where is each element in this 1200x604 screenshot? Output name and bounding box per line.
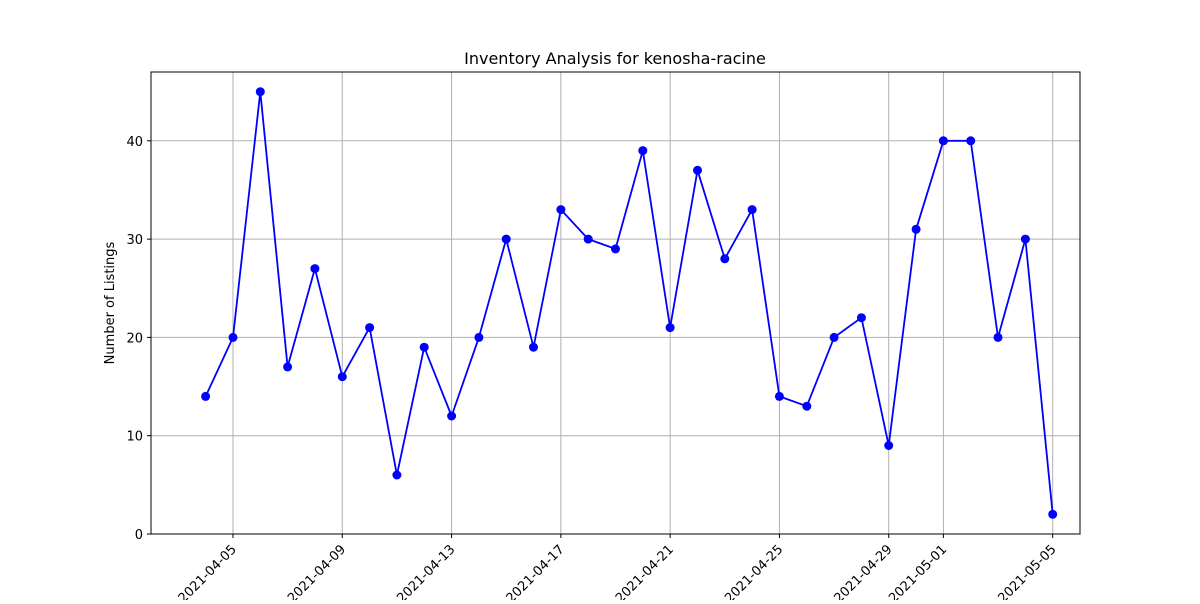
data-point [638, 146, 648, 156]
data-point [447, 411, 457, 421]
data-point [774, 391, 784, 401]
x-tick-label: 2021-04-17 [504, 542, 568, 600]
data-point [966, 136, 976, 146]
x-tick-label: 2021-05-05 [995, 542, 1059, 600]
x-tick-label: 2021-04-13 [394, 542, 458, 600]
series-listings [201, 87, 1058, 519]
y-tick-label: 10 [126, 430, 143, 445]
y-tick-label: 30 [126, 233, 143, 248]
data-point [228, 332, 238, 342]
plot-area-frame [150, 71, 1081, 535]
data-point [856, 313, 866, 323]
x-tick-label: 2021-04-09 [285, 542, 349, 600]
data-point [419, 342, 429, 352]
data-point [747, 205, 757, 215]
data-point [611, 244, 620, 254]
axis-ticks: 2021-04-05 2021-04-09 2021-04-13 2021-04-17… [126, 135, 1059, 604]
y-axis-label: Number of Listings [103, 241, 118, 364]
x-tick-label: 2021-04-29 [832, 542, 896, 600]
data-point [255, 87, 265, 97]
x-tick-label: 2021-04-05 [176, 542, 240, 600]
data-point [392, 470, 402, 480]
data-point [474, 332, 484, 342]
data-point [802, 401, 812, 411]
data-point [365, 323, 375, 333]
data-point [501, 234, 511, 244]
x-tick-label: 2021-05-01 [886, 542, 950, 600]
data-point [993, 332, 1003, 342]
x-tick-label: 2021-04-25 [722, 542, 786, 600]
data-point [693, 165, 702, 175]
data-point [938, 136, 948, 146]
data-point [720, 254, 730, 264]
data-point [665, 323, 675, 333]
data-point [583, 234, 593, 244]
data-point [201, 391, 211, 401]
data-point [556, 205, 566, 215]
chart-title: Inventory Analysis for kenosha-racine [464, 49, 766, 68]
data-point [310, 264, 320, 274]
data-point [1048, 509, 1058, 519]
data-point [911, 224, 921, 234]
x-tick-label: 2021-04-21 [613, 542, 677, 600]
data-point [884, 441, 894, 450]
data-point [529, 342, 538, 352]
data-point [829, 332, 839, 342]
data-point [337, 372, 347, 382]
y-tick-label: 40 [126, 135, 143, 150]
y-tick-label: 0 [135, 528, 143, 543]
y-tick-label: 20 [126, 331, 143, 346]
data-point [1020, 234, 1030, 244]
data-point [283, 362, 293, 372]
series-line [204, 90, 1054, 515]
